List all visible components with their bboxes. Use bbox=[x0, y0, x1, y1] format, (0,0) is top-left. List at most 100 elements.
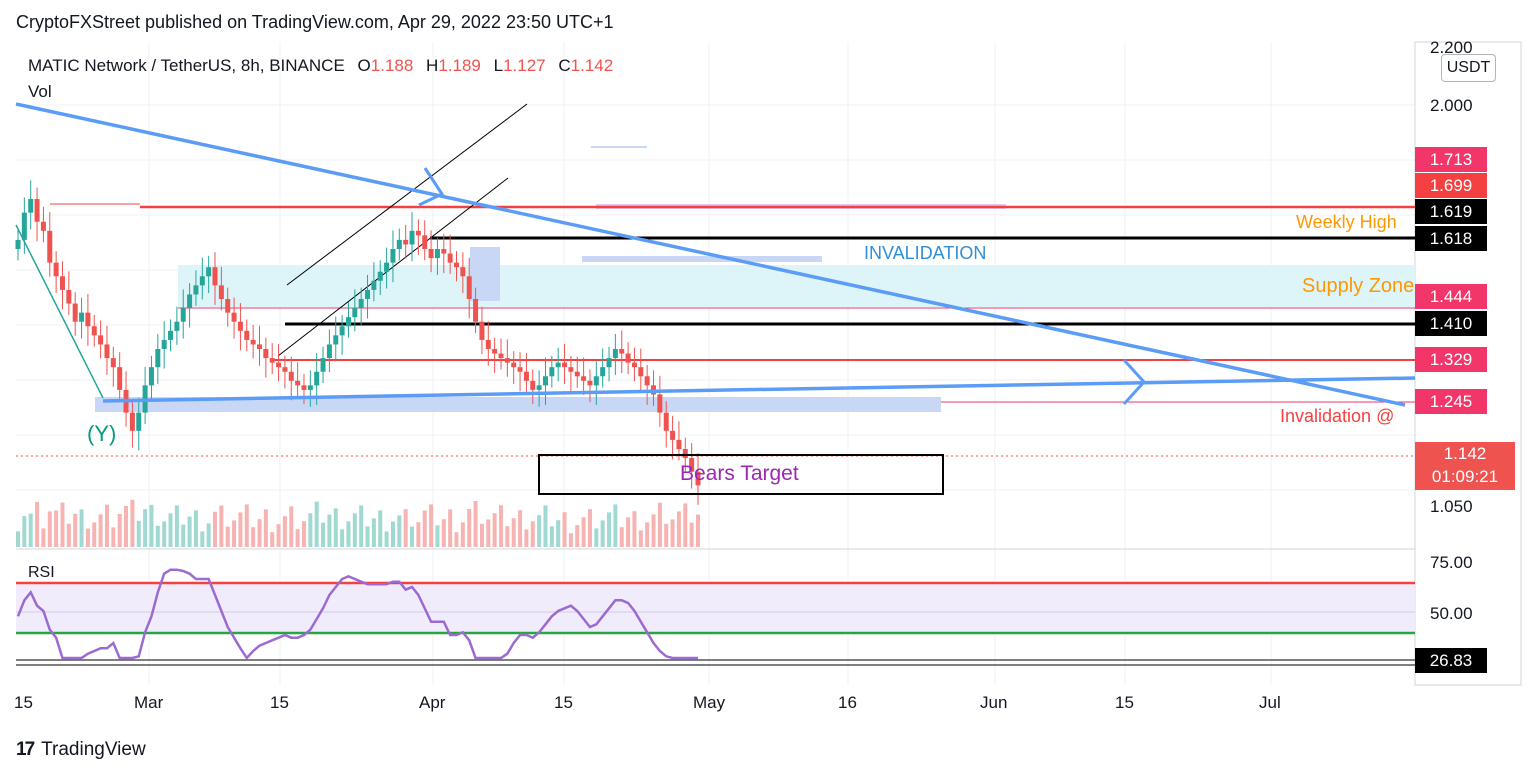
candle-body bbox=[339, 326, 345, 336]
volume-bar bbox=[371, 518, 376, 547]
rsi-band bbox=[16, 583, 1415, 633]
volume-bar bbox=[238, 512, 243, 547]
volume-bar bbox=[676, 511, 681, 547]
candle-body bbox=[542, 376, 548, 386]
descending-trendline bbox=[15, 102, 1406, 407]
candle-body bbox=[263, 349, 269, 359]
candle-body bbox=[295, 380, 301, 386]
volume-bar bbox=[664, 523, 669, 547]
candle-body bbox=[28, 199, 34, 213]
volume-bar bbox=[537, 515, 542, 547]
volume-bar bbox=[505, 526, 510, 547]
candle-body bbox=[98, 335, 104, 345]
current-price-badge: 1.142 01:09:21 bbox=[1415, 442, 1515, 490]
volume-bar bbox=[575, 525, 580, 547]
candle-body bbox=[218, 285, 224, 299]
badge-1699: 1.699 bbox=[1415, 173, 1487, 198]
volume-bar bbox=[607, 512, 612, 547]
volume-bar bbox=[257, 519, 262, 547]
candle-body bbox=[91, 326, 97, 336]
volume-bar bbox=[600, 520, 605, 547]
candle-body bbox=[555, 362, 561, 368]
supply-zone-label: Supply Zone bbox=[1302, 275, 1415, 297]
candle-body bbox=[168, 330, 174, 340]
candle-body bbox=[492, 349, 498, 354]
low-value: 1.127 bbox=[503, 56, 546, 75]
volume-bar bbox=[301, 521, 306, 547]
x-label-15-apr: 15 bbox=[554, 693, 573, 712]
volume-bar bbox=[378, 510, 383, 547]
candle-body bbox=[365, 289, 371, 299]
volume-bar bbox=[219, 505, 224, 547]
volume-bar bbox=[244, 504, 249, 547]
badge-1619: 1.619 bbox=[1415, 199, 1487, 224]
candle-body bbox=[460, 267, 466, 277]
candle-body bbox=[231, 312, 237, 322]
candle-body bbox=[276, 362, 282, 368]
candle-body bbox=[568, 367, 574, 372]
volume-bar bbox=[467, 509, 472, 547]
rsi-line bbox=[16, 568, 698, 661]
open-value: 1.188 bbox=[370, 56, 414, 75]
volume-bar bbox=[619, 527, 624, 547]
tradingview-logo-icon: 17 bbox=[16, 739, 35, 760]
candle-body bbox=[549, 367, 555, 377]
volume-bar bbox=[441, 519, 446, 547]
wave-y-label: (Y) bbox=[87, 421, 117, 446]
volume-bar bbox=[314, 501, 319, 547]
candle-body bbox=[689, 458, 695, 472]
rsi-label[interactable]: RSI bbox=[28, 564, 55, 581]
volume-bar bbox=[47, 511, 52, 547]
bears-target-label: Bears Target bbox=[680, 462, 799, 485]
candle-body bbox=[136, 412, 142, 431]
volume-bar bbox=[410, 526, 415, 547]
volume-bar bbox=[28, 513, 33, 547]
x-label-jul: Jul bbox=[1259, 693, 1281, 712]
volume-bar bbox=[448, 509, 453, 547]
volume-bar bbox=[613, 504, 618, 547]
volume-bar bbox=[193, 510, 198, 547]
candle-body bbox=[428, 249, 434, 259]
volume-bar bbox=[390, 521, 395, 547]
volume-bar bbox=[54, 510, 59, 547]
volume-bar bbox=[670, 519, 675, 547]
volume-bar bbox=[124, 506, 129, 547]
volume-bars bbox=[16, 499, 700, 547]
bears-target-box bbox=[538, 454, 944, 495]
current-price: 1.142 bbox=[1443, 444, 1487, 463]
volume-bar bbox=[282, 516, 287, 547]
volume-bar bbox=[168, 513, 173, 547]
symbol-name: MATIC Network / TetherUS, 8h, BINANCE bbox=[28, 56, 345, 75]
volume-bar bbox=[92, 522, 97, 547]
candle-body bbox=[663, 412, 669, 431]
candle-body bbox=[288, 371, 294, 381]
candle-body bbox=[606, 358, 612, 368]
volume-bar bbox=[98, 514, 103, 547]
candle-body bbox=[384, 262, 390, 272]
candle-body bbox=[225, 299, 231, 313]
volume-bar bbox=[562, 512, 567, 547]
volume-bar bbox=[187, 516, 192, 547]
volume-label[interactable]: Vol bbox=[28, 82, 52, 101]
candle-body bbox=[72, 303, 78, 322]
candle-body bbox=[587, 380, 593, 386]
badge-1410: 1.410 bbox=[1415, 311, 1487, 336]
x-label-may: May bbox=[693, 693, 726, 712]
volume-bar bbox=[321, 522, 326, 547]
volume-bar bbox=[352, 513, 357, 547]
candle-body bbox=[301, 385, 307, 390]
candle-body bbox=[441, 249, 447, 254]
volume-bar bbox=[327, 514, 332, 547]
candle-body bbox=[333, 335, 339, 345]
candle-body bbox=[409, 230, 415, 245]
currency-button[interactable]: USDT bbox=[1441, 54, 1496, 82]
candle-body bbox=[110, 358, 116, 368]
volume-bar bbox=[136, 520, 141, 547]
candle-body bbox=[352, 308, 358, 318]
footer[interactable]: 17 TradingView bbox=[16, 739, 146, 761]
volume-bar bbox=[104, 504, 109, 547]
volume-bar bbox=[632, 511, 637, 547]
candle-body bbox=[473, 299, 479, 322]
volume-bar bbox=[657, 502, 662, 547]
candle-body bbox=[695, 471, 701, 486]
